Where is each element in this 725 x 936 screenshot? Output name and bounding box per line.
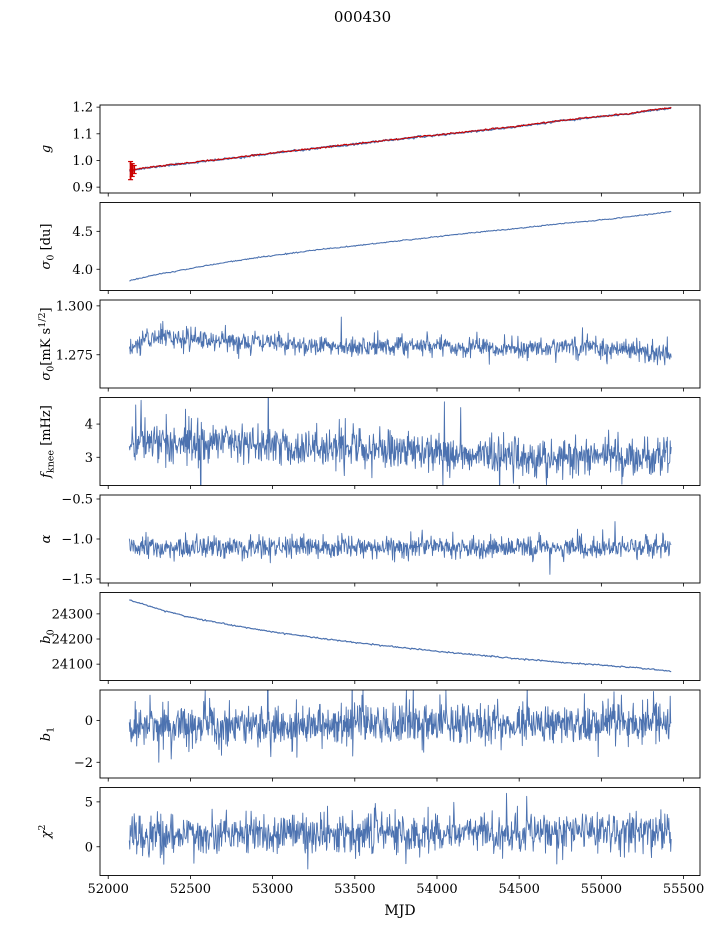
x-axis-label: MJD [384, 903, 416, 919]
panel-fknee: 3 4 fknee [mHz] [39, 397, 701, 489]
y-tick-label: −0.5 [61, 493, 93, 508]
y-tick-label: 0 [85, 714, 93, 729]
panel-b1: 0 −2 b1 [39, 689, 701, 782]
y-tick-label: 24100 [52, 658, 93, 673]
y-tick-label: −1.0 [61, 533, 93, 548]
panel-frame [99, 592, 701, 681]
y-tick-label: 5 [85, 795, 93, 810]
y-axis-label-b1: b1 [39, 727, 57, 741]
panel-frame [99, 202, 701, 291]
panel-frame [99, 787, 701, 876]
y-tick-label: 24300 [52, 607, 93, 622]
y-axis-label-chi2: χ2 [37, 825, 54, 840]
y-axis-label-g: g [39, 145, 54, 153]
x-tick-label: 54000 [416, 882, 457, 897]
x-tick-label: 52500 [170, 882, 211, 897]
y-tick-label: 1.300 [56, 299, 93, 314]
series-alpha [128, 521, 672, 575]
y-tick-label: 1.2 [72, 101, 93, 116]
panel-chi2: 0 5 52000 52500 53000 53500 54000 54500 55000 555… [37, 787, 704, 897]
x-tick-label: 54500 [498, 882, 539, 897]
y-tick-label: −1.5 [61, 573, 93, 588]
y-axis-label-alpha: α [39, 534, 54, 543]
y-tick-label: 4.5 [72, 225, 93, 240]
y-tick-label: 24200 [52, 633, 93, 648]
y-tick-label: −2 [74, 756, 93, 771]
panel-frame [99, 299, 701, 389]
series-b1 [128, 690, 672, 763]
panel-g: 0.9 1.0 1.1 1.2 g [39, 101, 701, 197]
series-g-overlay [129, 106, 672, 171]
x-tick-label: 52000 [88, 882, 129, 897]
y-tick-label: 4.0 [72, 263, 93, 278]
panel-frame [99, 104, 701, 194]
panel-frame [99, 494, 701, 584]
series-chi2 [128, 792, 672, 870]
y-tick-label: 0.9 [72, 181, 93, 196]
y-tick-label: 0 [85, 840, 93, 855]
panel-frame [99, 689, 701, 779]
series-sigma0-du [129, 210, 672, 282]
series-sigma0-mks [128, 316, 672, 366]
y-axis-label-sigma0-mks: σ0[mK s1/2] [37, 307, 57, 380]
x-tick-label: 53500 [334, 882, 375, 897]
figure-title: 000430 [333, 8, 392, 26]
y-tick-label: 3 [85, 451, 93, 466]
series-b0 [129, 599, 672, 673]
x-tick-label: 55000 [581, 882, 622, 897]
y-axis-label-b0: b0 [39, 629, 57, 643]
series-fknee [128, 397, 672, 486]
panel-b0: 24100 24200 24300 b0 [39, 592, 701, 684]
y-axis-label-fknee: fknee [mHz] [39, 405, 57, 479]
y-tick-label: 1.0 [72, 154, 93, 169]
y-tick-label: 4 [85, 418, 93, 433]
panel-alpha: −0.5 −1.0 −1.5 α [39, 493, 701, 588]
y-tick-label: 1.1 [72, 127, 93, 142]
panel-frame [99, 397, 701, 486]
panel-sigma0-du: 4.0 4.5 σ0 [du] [39, 202, 701, 294]
y-tick-label: 1.275 [56, 348, 93, 363]
y-axis-label-sigma0-du: σ0 [du] [39, 224, 57, 270]
x-tick-label: 53000 [252, 882, 293, 897]
x-tick-label: 55500 [663, 882, 704, 897]
